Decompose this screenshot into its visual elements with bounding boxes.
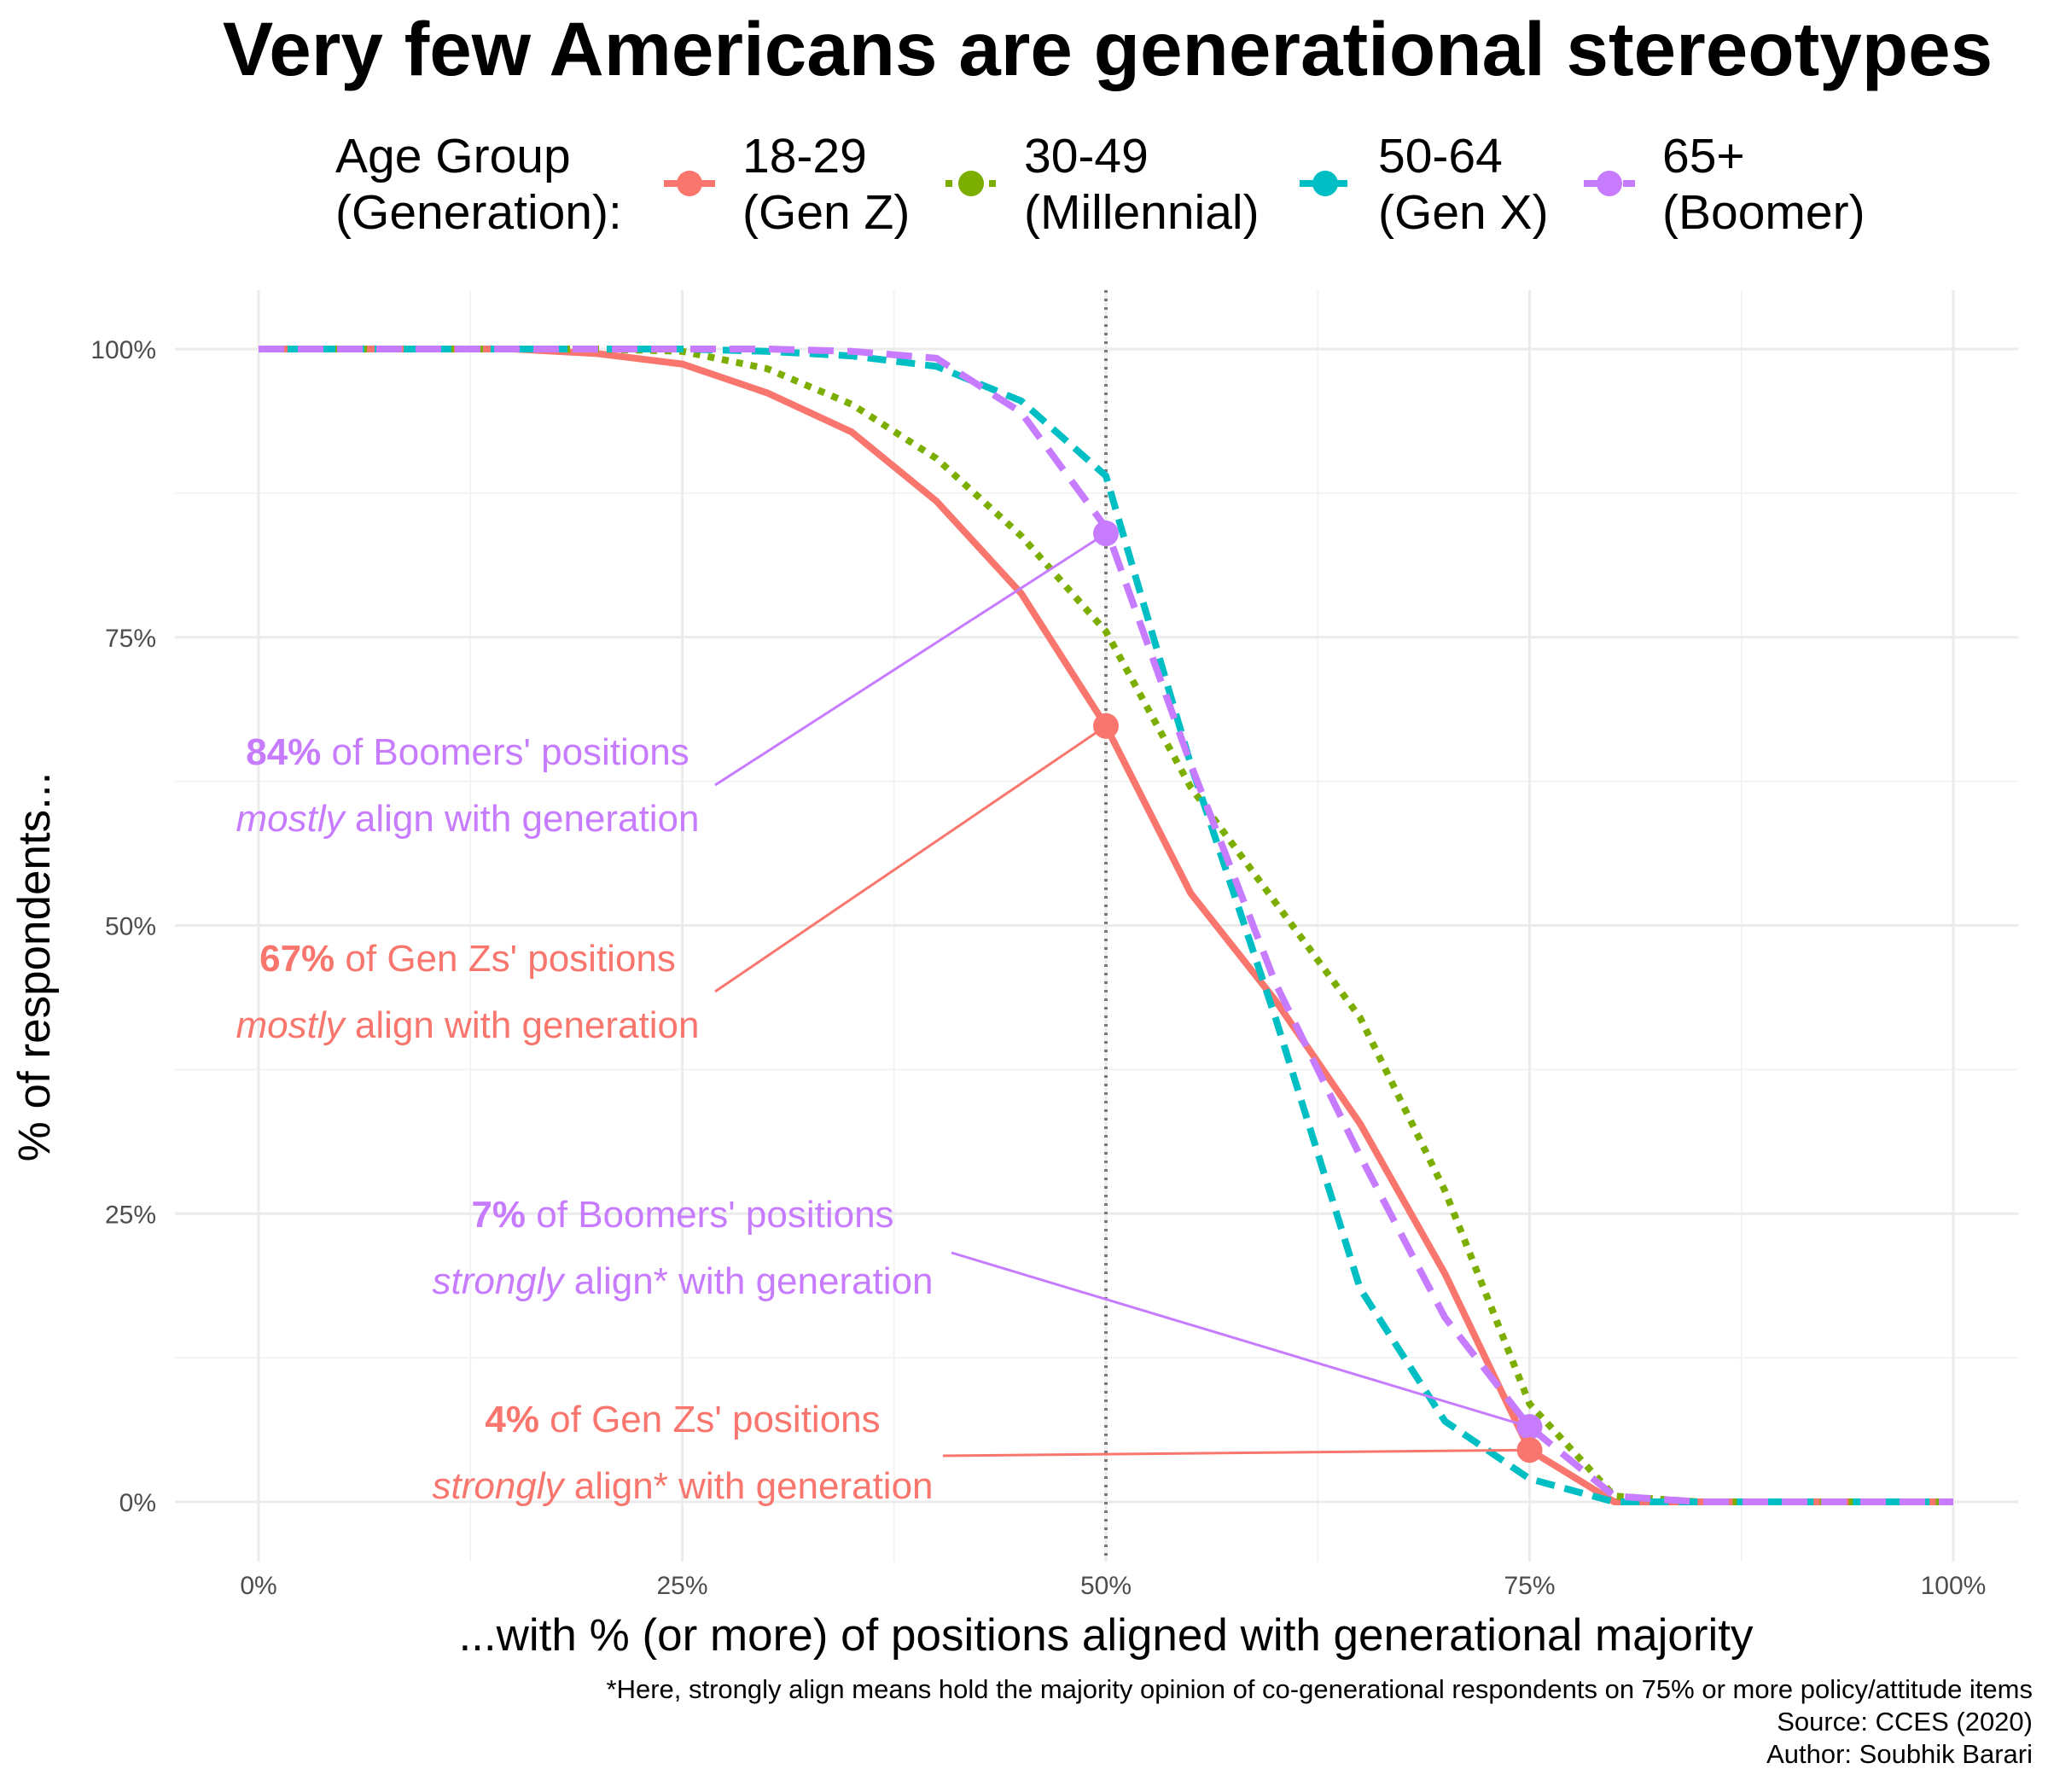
legend-label-line: (Millennial): [1024, 185, 1260, 240]
y-tick-label: 75%: [105, 625, 156, 653]
y-tick-label: 50%: [105, 913, 156, 941]
legend-label: 50-64 (Gen X): [1378, 129, 1549, 240]
y-tick-label: 0%: [119, 1489, 156, 1517]
legend-label-line: 30-49: [1024, 129, 1149, 183]
legend-label-line: 65+: [1662, 129, 1745, 183]
legend-key-dot: [677, 171, 702, 196]
highlight-point-65+: [1516, 1414, 1543, 1440]
annotation-bold: 7%: [471, 1194, 526, 1236]
annotations-layer: 84% of Boomers' positions mostly align wi…: [236, 731, 934, 1507]
x-tick-label: 0%: [240, 1572, 276, 1600]
legend-entry-18-29: 18-29 (Gen Z): [664, 129, 910, 240]
annotation-text: align with generation: [345, 798, 700, 840]
y-tick-label: 25%: [105, 1201, 156, 1229]
annotation: 84% of Boomers' positions mostly align wi…: [236, 731, 700, 840]
annotation-line-1: 67% of Gen Zs' positions: [259, 938, 676, 980]
chart-title: Very few Americans are generational ster…: [223, 6, 1993, 91]
annotation-connector: [714, 532, 1107, 787]
annotation-italic: mostly: [236, 1004, 347, 1046]
legend-title: Age Group (Generation):: [335, 129, 622, 240]
y-tick-label: 100%: [90, 336, 156, 364]
annotation-connector: [942, 1448, 1530, 1457]
caption-footnote: *Here, strongly align means hold the maj…: [607, 1674, 2033, 1704]
series-line-50-64: [259, 346, 1953, 1505]
legend-label: 65+ (Boomer): [1662, 129, 1865, 240]
annotation-italic: strongly: [432, 1465, 566, 1507]
annotation-italic: strongly: [432, 1260, 566, 1302]
legend-label-line: (Boomer): [1662, 185, 1865, 240]
annotation-line-2: strongly align* with generation: [432, 1260, 933, 1302]
caption: *Here, strongly align means hold the maj…: [607, 1674, 2033, 1769]
legend-label-line: (Gen X): [1378, 185, 1549, 240]
legend-entry-65+: 65+ (Boomer): [1584, 129, 1865, 240]
x-tick-label: 50%: [1080, 1572, 1132, 1600]
legend-label-line: (Gen Z): [742, 185, 910, 240]
annotation-bold: 4%: [485, 1399, 539, 1440]
legend-key-dot: [1312, 171, 1338, 196]
annotation-text: align with generation: [345, 1004, 700, 1046]
annotation: 4% of Gen Zs' positions strongly align* w…: [432, 1399, 933, 1507]
annotation-line-2: strongly align* with generation: [432, 1465, 933, 1507]
caption-source: Source: CCES (2020): [1777, 1707, 2033, 1737]
legend: Age Group (Generation): 18-29 (Gen Z) 30-4…: [335, 129, 1865, 240]
legend-title-line-2: (Generation):: [335, 185, 622, 240]
x-tick-label: 75%: [1504, 1572, 1555, 1600]
annotation-line-1: 84% of Boomers' positions: [246, 731, 689, 773]
annotation-line-1: 7% of Boomers' positions: [471, 1194, 893, 1236]
x-tick-label: 100%: [1921, 1572, 1987, 1600]
annotation-connector-layer: [714, 532, 1530, 1457]
annotation-line-2: mostly align with generation: [236, 1004, 700, 1046]
tick-labels-layer: 0% 25% 50% 75% 100% 0% 25% 50% 75% 100%: [90, 336, 1986, 1600]
annotation-text: align* with generation: [564, 1465, 934, 1507]
highlight-points-layer: [1093, 521, 1543, 1463]
annotation-connector: [951, 1251, 1530, 1428]
legend-entry-30-49: 30-49 (Millennial): [945, 129, 1260, 240]
legend-entry-50-64: 50-64 (Gen X): [1300, 129, 1549, 240]
caption-author: Author: Soubhik Barari: [1766, 1739, 2033, 1769]
x-tick-label: 25%: [656, 1572, 707, 1600]
annotation-text: of Boomers' positions: [526, 1194, 894, 1236]
annotation-bold: 67%: [259, 938, 335, 980]
highlight-point-65+: [1093, 521, 1119, 547]
highlight-point-18-29: [1093, 713, 1119, 739]
legend-title-line-1: Age Group: [335, 129, 571, 183]
legend-label: 30-49 (Millennial): [1024, 129, 1260, 240]
plot-grid: [175, 290, 2018, 1562]
annotation-text: of Gen Zs' positions: [335, 938, 676, 980]
legend-key-dot: [1597, 171, 1622, 196]
annotation-bold: 84%: [246, 731, 321, 773]
annotation-connector: [714, 724, 1107, 993]
y-axis-title: % of respondents...: [9, 772, 60, 1162]
annotation-text: of Boomers' positions: [321, 731, 689, 773]
highlight-point-18-29: [1516, 1437, 1543, 1463]
legend-label: 18-29 (Gen Z): [742, 129, 910, 240]
annotation-line-2: mostly align with generation: [236, 798, 700, 840]
annotation-text: align* with generation: [564, 1260, 934, 1302]
legend-key-dot: [958, 171, 984, 196]
legend-label-line: 18-29: [742, 129, 867, 183]
annotation-line-1: 4% of Gen Zs' positions: [485, 1399, 880, 1440]
x-axis-title: ...with % (or more) of positions aligned…: [458, 1610, 1754, 1661]
annotation: 7% of Boomers' positions strongly align* …: [432, 1194, 933, 1302]
annotation: 67% of Gen Zs' positions mostly align wit…: [236, 938, 700, 1046]
annotation-italic: mostly: [236, 798, 347, 840]
legend-label-line: 50-64: [1378, 129, 1503, 183]
annotation-text: of Gen Zs' positions: [539, 1399, 881, 1440]
